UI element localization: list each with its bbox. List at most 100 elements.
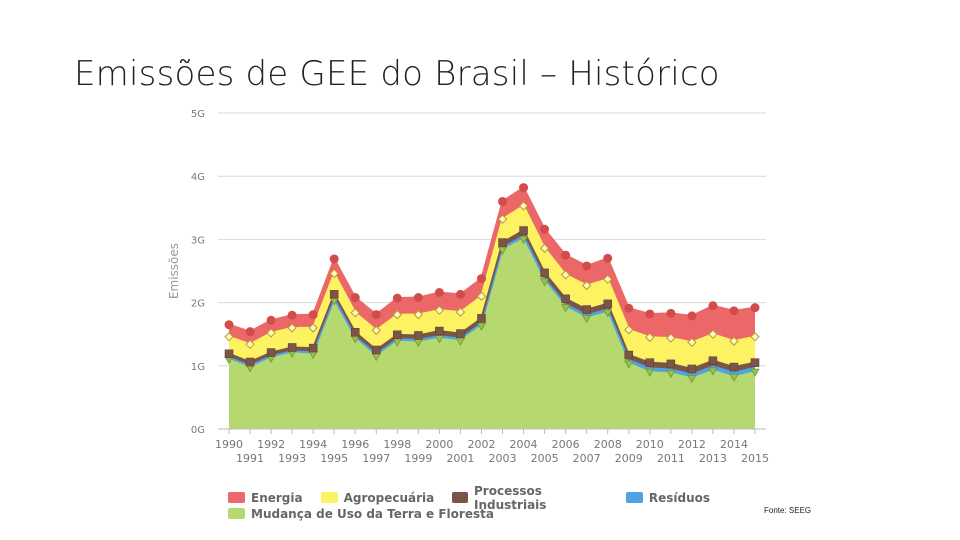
point-processos-industriais (624, 350, 634, 360)
point-agropecuaria (266, 328, 276, 338)
point-processos-industriais (372, 345, 381, 355)
point-mudanca-uso-terra (687, 375, 697, 384)
point-energia (750, 303, 760, 313)
point-energia (329, 254, 339, 264)
legend-item-energia[interactable]: Energia (228, 491, 303, 505)
legend-label-mudanca-uso-terra: Mudança de Uso da Terra e Floresta (251, 506, 494, 521)
point-mudanca-uso-terra (729, 373, 739, 382)
point-agropecuaria (455, 307, 466, 317)
point-energia (624, 303, 634, 313)
legend-item-residuos[interactable]: Resíduos (625, 490, 710, 505)
point-agropecuaria (708, 329, 718, 339)
point-energia (371, 310, 381, 320)
point-processos-industriais (435, 326, 444, 336)
point-processos-industriais (245, 357, 255, 367)
point-energia (582, 261, 592, 271)
x-tick-label: 2012 (678, 438, 706, 451)
area-3 (229, 205, 755, 369)
point-processos-industriais (603, 299, 612, 309)
legend-item-processos-industriais[interactable]: Processos Industriais (452, 484, 608, 512)
x-tick-label: 2005 (531, 452, 559, 465)
point-agropecuaria (413, 309, 424, 320)
point-processos-industriais (224, 349, 234, 359)
point-agropecuaria (729, 336, 739, 346)
point-energia (540, 224, 550, 234)
point-processos-industriais (414, 331, 423, 340)
point-mudanca-uso-terra (497, 246, 508, 255)
x-tick-label: 1990 (215, 438, 243, 451)
y-tick-label: 3G (191, 235, 205, 246)
point-agropecuaria (350, 308, 360, 318)
x-tick-label: 1991 (236, 452, 264, 465)
legend-row-1: Energia Agropecuária Processos Industria… (228, 484, 728, 512)
point-energia (287, 310, 297, 320)
point-energia (708, 301, 718, 311)
area-2 (229, 230, 755, 375)
source-note: Fonte: SEEG (764, 506, 812, 515)
point-mudanca-uso-terra (624, 360, 634, 369)
point-mudanca-uso-terra (582, 315, 592, 324)
point-agropecuaria (476, 291, 487, 301)
x-tick-label: 2008 (594, 438, 622, 451)
x-tick-label: 2004 (510, 438, 538, 451)
point-agropecuaria (329, 268, 339, 279)
point-processos-industriais (266, 348, 276, 357)
point-agropecuaria (560, 270, 571, 280)
legend-item-mudanca-uso-terra[interactable]: Mudança de Uso da Terra e Floresta (228, 507, 494, 521)
point-agropecuaria (645, 332, 655, 343)
point-agropecuaria (687, 337, 697, 348)
x-tick-label: 1999 (404, 452, 432, 465)
legend-swatch-processos-industriais (452, 492, 469, 503)
point-mudanca-uso-terra (561, 304, 571, 313)
legend-swatch-agropecuaria (320, 492, 338, 503)
point-processos-industriais (287, 343, 297, 352)
point-energia (561, 250, 571, 260)
x-tick-label: 1995 (320, 452, 348, 465)
point-processos-industriais (498, 238, 507, 247)
point-mudanca-uso-terra (750, 368, 760, 377)
x-tick-label: 1996 (341, 438, 369, 451)
point-agropecuaria (392, 309, 403, 320)
legend-item-agropecuaria[interactable]: Agropecuária (320, 491, 434, 505)
point-energia (645, 309, 655, 319)
point-agropecuaria (603, 274, 613, 284)
legend-row-2: Mudança de Uso da Terra e Floresta (228, 506, 728, 521)
point-energia (519, 183, 529, 193)
point-processos-industriais (308, 343, 318, 353)
legend-label-residuos: Resíduos (648, 490, 710, 505)
y-tick-label: 1G (191, 362, 205, 373)
point-mudanca-uso-terra (434, 335, 445, 344)
x-tick-label: 2011 (657, 452, 685, 465)
y-tick-label: 5G (191, 109, 205, 120)
x-tick-label: 1994 (299, 438, 327, 451)
x-tick-label: 2003 (489, 452, 517, 465)
x-tick-label: 2000 (425, 438, 453, 451)
point-processos-industriais (393, 330, 402, 340)
x-tick-label: 2015 (741, 452, 769, 465)
x-tick-label: 1992 (257, 438, 285, 451)
point-processos-industriais (750, 358, 760, 367)
point-energia (687, 311, 697, 321)
series-line-1 (228, 234, 756, 376)
x-tick-label: 2006 (552, 438, 580, 451)
point-agropecuaria (581, 280, 592, 291)
point-energia (392, 293, 402, 303)
point-mudanca-uso-terra (455, 337, 466, 346)
point-processos-industriais (708, 356, 718, 365)
x-tick-label: 2010 (636, 438, 664, 451)
legend-swatch-residuos (625, 492, 643, 503)
point-energia (603, 253, 613, 263)
y-axis-label: Emissões (167, 243, 181, 299)
point-agropecuaria (371, 325, 381, 336)
point-energia (455, 289, 465, 299)
point-agropecuaria (497, 214, 508, 224)
point-agropecuaria (624, 325, 634, 335)
legend-swatch-mudanca-uso-terra (228, 508, 245, 519)
point-agropecuaria (434, 305, 445, 315)
x-tick-label: 1997 (362, 452, 390, 465)
point-processos-industriais (519, 226, 528, 235)
point-mudanca-uso-terra (539, 278, 550, 287)
area-4 (229, 187, 755, 345)
point-processos-industriais (666, 359, 676, 369)
